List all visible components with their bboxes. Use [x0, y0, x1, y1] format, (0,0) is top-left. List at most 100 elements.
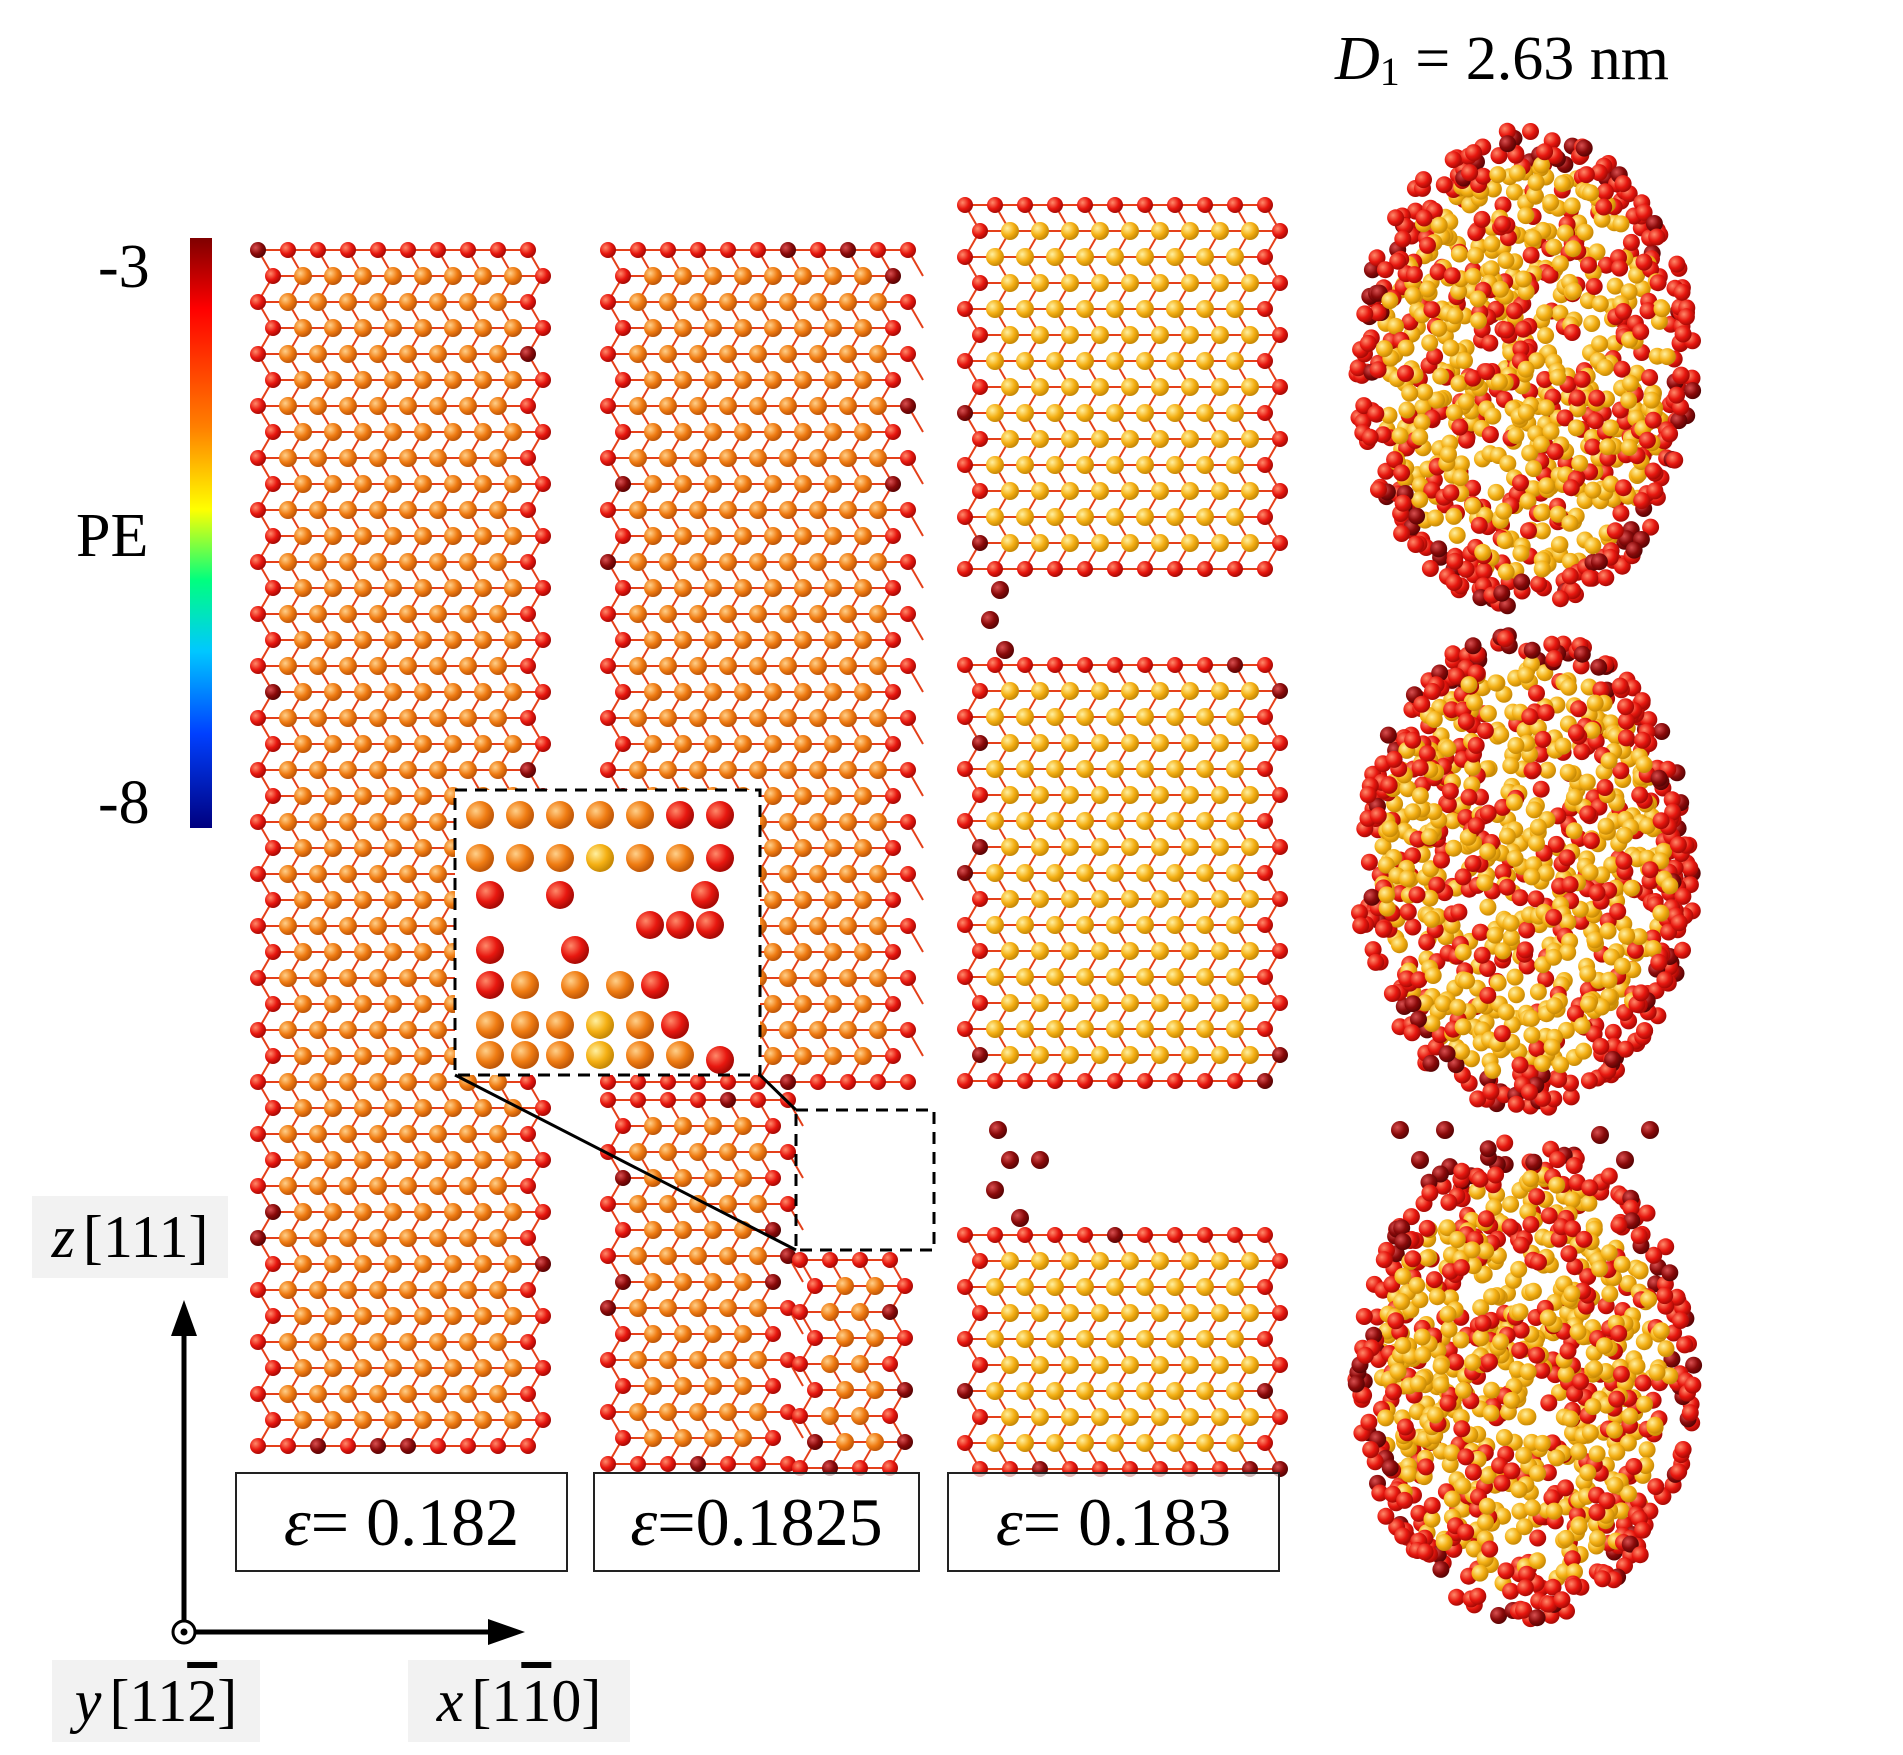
- atom: [459, 501, 477, 519]
- atom: [1046, 1330, 1064, 1348]
- atom: [504, 371, 522, 389]
- atom: [1613, 360, 1631, 378]
- atom: [854, 683, 872, 701]
- atom: [399, 293, 417, 311]
- atom: [1684, 382, 1702, 400]
- atom: [749, 1247, 767, 1265]
- atom: [520, 1386, 536, 1402]
- atom: [824, 371, 842, 389]
- atom: [384, 683, 402, 701]
- atom: [615, 372, 631, 388]
- atom: [1614, 303, 1632, 320]
- atom: [854, 891, 872, 909]
- atom: [839, 865, 857, 883]
- atom: [1121, 994, 1139, 1012]
- atom: [719, 709, 737, 727]
- atom: [780, 242, 796, 258]
- atom: [429, 1229, 447, 1247]
- atom: [720, 1456, 736, 1472]
- atom: [1549, 368, 1567, 386]
- atom: [1031, 890, 1049, 908]
- atom: [1564, 240, 1582, 258]
- atom: [1257, 1021, 1273, 1037]
- atom: [1573, 370, 1591, 388]
- atom: [986, 864, 1004, 882]
- atom: [414, 579, 432, 597]
- atom: [459, 1125, 477, 1143]
- atom: [629, 397, 647, 415]
- atom: [489, 761, 507, 779]
- atom: [1257, 969, 1273, 985]
- atom: [690, 1456, 706, 1472]
- atom: [1495, 502, 1513, 520]
- atom: [1577, 166, 1595, 184]
- atom: [309, 761, 327, 779]
- atom: [689, 1351, 707, 1369]
- atom: [1076, 352, 1094, 370]
- atom: [1514, 320, 1532, 338]
- atom: [1474, 543, 1492, 561]
- atom: [279, 1073, 297, 1091]
- atom: [1016, 352, 1034, 370]
- atom: [1077, 1227, 1093, 1243]
- atom: [250, 398, 266, 414]
- atom: [1470, 312, 1487, 330]
- atom: [399, 969, 417, 987]
- atom: [429, 1281, 447, 1299]
- atom: [866, 1277, 884, 1295]
- atom: [900, 814, 916, 830]
- atom: [600, 294, 616, 310]
- atom: [689, 293, 707, 311]
- atom: [1106, 456, 1124, 474]
- atom: [1257, 657, 1273, 673]
- atom: [1398, 401, 1416, 419]
- atom: [824, 423, 842, 441]
- atom: [1596, 183, 1614, 201]
- atom: [294, 735, 312, 753]
- atom: [474, 475, 492, 493]
- atom: [822, 1252, 838, 1268]
- atom: [900, 450, 916, 466]
- atom: [1445, 404, 1463, 422]
- atom: [734, 527, 752, 545]
- atom: [384, 1359, 402, 1377]
- atom: [1561, 514, 1579, 532]
- atom: [399, 917, 417, 935]
- atom: [792, 1408, 808, 1424]
- atom: [1121, 430, 1139, 448]
- atom: [1107, 1227, 1123, 1243]
- atom: [734, 423, 752, 441]
- atom: [1612, 504, 1630, 522]
- atom: [764, 839, 782, 857]
- atom: [1473, 210, 1491, 228]
- atom: [854, 267, 872, 285]
- atom: [972, 379, 988, 395]
- atom: [674, 527, 692, 545]
- atom: [1061, 482, 1079, 500]
- atom: [1106, 404, 1124, 422]
- atom: [1638, 431, 1656, 449]
- atom: [250, 710, 266, 726]
- atom: [1106, 916, 1124, 934]
- atom: [600, 1456, 616, 1472]
- atom: [1211, 222, 1229, 240]
- atom: [1551, 255, 1569, 273]
- atom: [1452, 469, 1469, 487]
- atom: [957, 1021, 973, 1037]
- atom: [1106, 1434, 1124, 1452]
- atom: [764, 683, 782, 701]
- atom: [504, 1255, 522, 1273]
- atom: [1166, 248, 1184, 266]
- atom: [719, 1299, 737, 1317]
- atom: [444, 319, 462, 337]
- atom: [489, 1333, 507, 1351]
- atom: [1196, 248, 1214, 266]
- atom: [720, 1092, 736, 1108]
- atom: [1445, 574, 1463, 591]
- atom: [1136, 508, 1154, 526]
- atom: [1016, 1020, 1034, 1038]
- atom: [279, 605, 297, 623]
- atom: [869, 969, 887, 987]
- atom: [1061, 222, 1079, 240]
- atom: [1545, 238, 1563, 256]
